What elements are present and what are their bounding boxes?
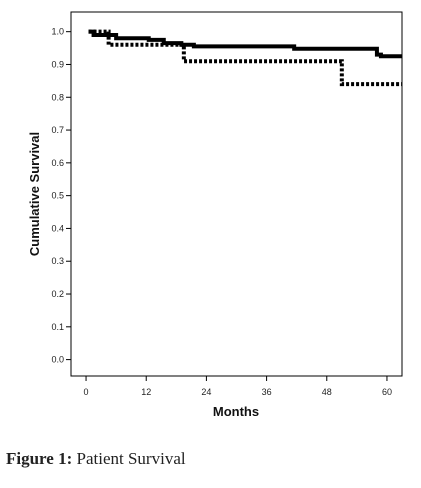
- x-tick-label: 12: [141, 387, 151, 397]
- x-tick-label: 0: [84, 387, 89, 397]
- y-tick-label: 0.8: [51, 92, 64, 102]
- y-axis: 0.0 0.1 0.2 0.3 0.4 0.5 0.6 0.7 0.8 0.9 1.0: [51, 27, 71, 365]
- y-tick-label: 0.9: [51, 59, 64, 69]
- x-tick-label: 24: [201, 387, 211, 397]
- x-tick-label: 36: [262, 387, 272, 397]
- caption-text: Patient Survival: [72, 449, 186, 468]
- caption-label: Figure 1:: [6, 449, 73, 468]
- survival-curve-dotted: [88, 29, 402, 87]
- y-tick-label: 0.2: [51, 289, 64, 299]
- x-tick-label: 48: [322, 387, 332, 397]
- x-tick-label: 60: [382, 387, 392, 397]
- y-tick-label: 1.0: [51, 27, 64, 37]
- series-lines: [88, 29, 402, 87]
- x-axis: 0 12 24 36 48 60: [84, 376, 392, 397]
- y-tick-label: 0.6: [51, 158, 64, 168]
- x-axis-title: Months: [213, 404, 259, 419]
- y-axis-title: Cumulative Survival: [27, 132, 42, 256]
- y-tick-label: 0.3: [51, 256, 64, 266]
- y-tick-label: 0.7: [51, 125, 64, 135]
- plot-frame: [70, 11, 403, 377]
- y-tick-label: 0.1: [51, 322, 64, 332]
- figure-caption: Figure 1: Patient Survival: [6, 449, 186, 469]
- y-tick-label: 0.4: [51, 223, 64, 233]
- y-tick-label: 0.5: [51, 191, 64, 201]
- y-tick-label: 0.0: [51, 355, 64, 365]
